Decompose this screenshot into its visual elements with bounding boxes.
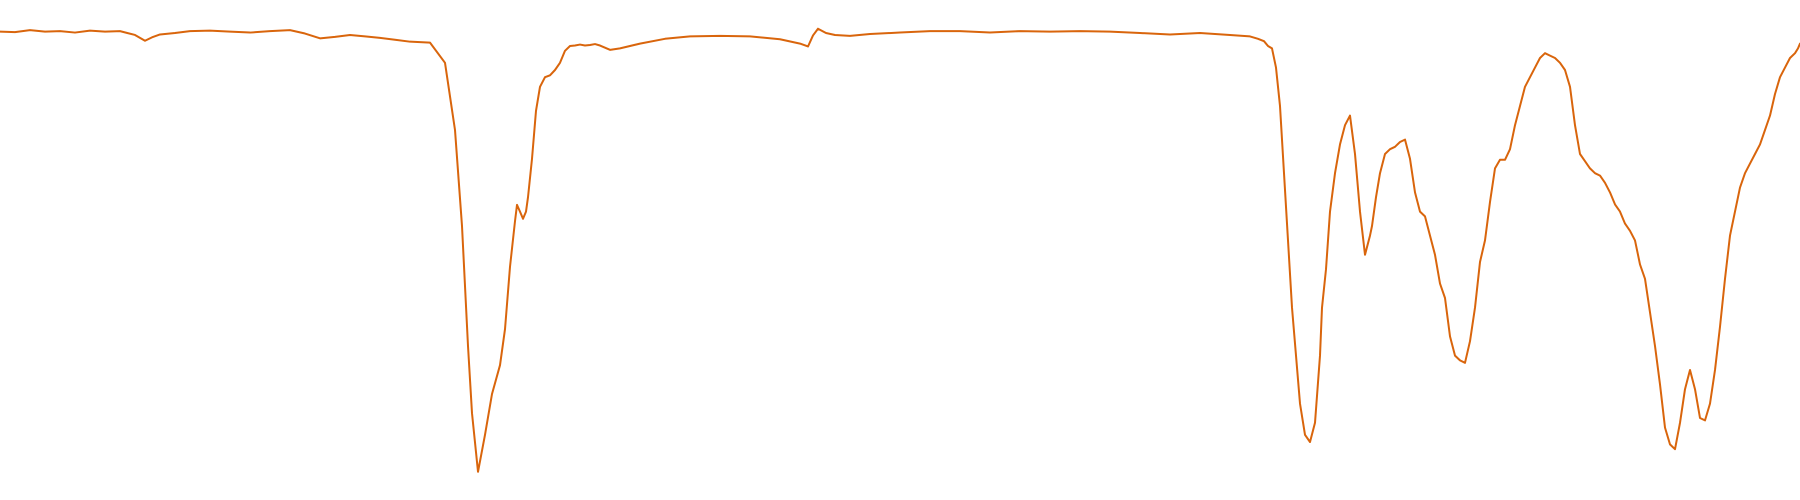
- series-line-spectrum: [0, 27, 1800, 473]
- series-layer: [0, 27, 1800, 473]
